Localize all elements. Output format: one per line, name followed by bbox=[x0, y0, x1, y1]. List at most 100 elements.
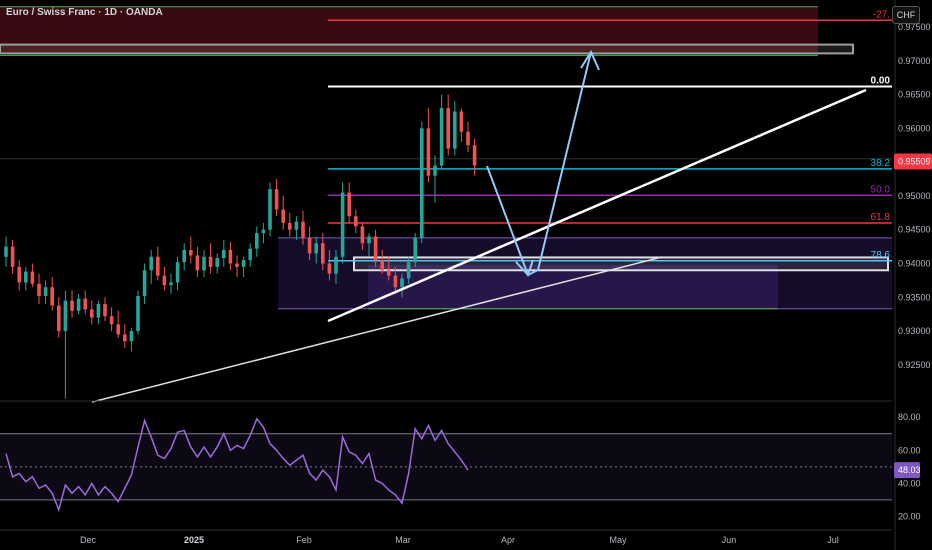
candle-body bbox=[17, 266, 21, 283]
candle-body bbox=[116, 324, 120, 335]
candle-body bbox=[182, 250, 186, 263]
candle-body bbox=[360, 226, 365, 244]
time-tick-label: Dec bbox=[80, 535, 97, 545]
fib-levels-layer: -27. 0.00 38.2 50.0 61.8 78.6 bbox=[0, 9, 892, 262]
currency-button[interactable]: CHF bbox=[892, 6, 920, 24]
candle-body bbox=[195, 255, 200, 271]
candle-body bbox=[37, 283, 41, 296]
candles-layer bbox=[4, 94, 477, 399]
price-tick-label: 0.93000 bbox=[898, 326, 931, 336]
candle-body bbox=[208, 256, 213, 267]
candle-body bbox=[255, 233, 259, 249]
candle-body bbox=[314, 243, 318, 254]
projection-arrow-head-up bbox=[580, 49, 600, 71]
rsi-line bbox=[5, 417, 469, 513]
candle-body bbox=[241, 260, 246, 267]
candle-body bbox=[373, 236, 378, 261]
candle-body bbox=[4, 246, 8, 257]
time-tick-label: Mar bbox=[395, 535, 411, 545]
candle-body bbox=[109, 316, 114, 325]
symbol-title: Euro / Swiss Franc · 1D · OANDA bbox=[6, 7, 163, 18]
candle-body bbox=[288, 222, 292, 230]
candle-body bbox=[340, 192, 345, 257]
fib-level-label: 78.6 bbox=[871, 250, 891, 261]
candle-body bbox=[420, 128, 424, 238]
candle-body bbox=[459, 111, 464, 132]
candle-body bbox=[268, 189, 272, 230]
zones-layer bbox=[0, 6, 892, 310]
candle-body bbox=[235, 263, 239, 267]
price-tick-label: 0.96000 bbox=[898, 123, 931, 133]
time-tick-label: May bbox=[609, 535, 627, 545]
candle-body bbox=[354, 216, 358, 227]
candle-body bbox=[439, 108, 444, 166]
candle-body bbox=[156, 256, 160, 276]
drawings-layer bbox=[91, 49, 867, 403]
fib-level-label: 38.2 bbox=[871, 158, 891, 169]
candle-body bbox=[63, 300, 68, 332]
candle-body bbox=[248, 248, 252, 261]
candle-body bbox=[426, 128, 431, 176]
candle-body bbox=[103, 304, 107, 317]
candle-body bbox=[347, 192, 351, 217]
price-tick-label: 0.97500 bbox=[898, 22, 931, 32]
candle-body bbox=[189, 250, 193, 256]
time-tick-label: Jul bbox=[827, 535, 839, 545]
candle-body bbox=[24, 271, 28, 283]
candle-body bbox=[129, 331, 134, 342]
time-tick-label: Jun bbox=[722, 535, 737, 545]
candle-body bbox=[433, 165, 437, 176]
candle-body bbox=[387, 270, 391, 276]
candle-body bbox=[281, 209, 285, 223]
candle-body bbox=[43, 287, 48, 296]
candle-body bbox=[50, 287, 54, 306]
candle-body bbox=[123, 334, 127, 342]
price-tick-label: 0.92500 bbox=[898, 360, 931, 370]
price-tick-label: 0.93500 bbox=[898, 292, 931, 302]
candle-body bbox=[76, 298, 81, 311]
projection-arrow-path bbox=[486, 51, 592, 277]
rsi-tick-label: 40.00 bbox=[898, 478, 921, 488]
last-price-label: 0.95509 bbox=[898, 157, 931, 167]
candle-body bbox=[175, 262, 180, 283]
candle-body bbox=[169, 282, 173, 286]
rsi-value-label: 48.03 bbox=[898, 465, 921, 475]
time-tick-label: Apr bbox=[501, 535, 515, 545]
candle-body bbox=[228, 250, 233, 264]
candle-body bbox=[70, 300, 74, 311]
candle-body bbox=[400, 278, 404, 288]
price-tick-label: 0.96500 bbox=[898, 90, 931, 100]
candle-body bbox=[294, 221, 299, 230]
candle-body bbox=[215, 258, 219, 267]
candle-body bbox=[466, 131, 470, 146]
candle-body bbox=[83, 298, 87, 310]
rsi-tick-label: 20.00 bbox=[898, 511, 921, 521]
candle-body bbox=[136, 295, 140, 332]
price-tick-label: 0.95000 bbox=[898, 191, 931, 201]
projection-arrow-head-down bbox=[515, 259, 534, 277]
demand-zone-inner bbox=[368, 264, 778, 309]
candle-body bbox=[321, 243, 325, 264]
candle-body bbox=[327, 263, 332, 274]
rising-trendline bbox=[91, 256, 663, 403]
candle-body bbox=[30, 271, 35, 284]
candle-body bbox=[222, 250, 226, 259]
price-tick-label: 0.94500 bbox=[898, 225, 931, 235]
candle-body bbox=[393, 275, 398, 288]
entry-box bbox=[353, 256, 889, 272]
price-tick-label: 0.97000 bbox=[898, 56, 931, 66]
demand-zone bbox=[278, 237, 892, 309]
candle-body bbox=[453, 111, 457, 149]
rsi-tick-label: 60.00 bbox=[898, 445, 921, 455]
candle-body bbox=[90, 309, 94, 318]
candle-body bbox=[202, 256, 206, 271]
candle-body bbox=[380, 260, 384, 271]
fib-trendline bbox=[327, 88, 867, 323]
candle-body bbox=[406, 262, 411, 279]
candle-body bbox=[142, 270, 147, 296]
candle-body bbox=[274, 189, 279, 210]
time-tick-label: 2025 bbox=[184, 535, 204, 545]
price-tick-label: 0.94000 bbox=[898, 259, 931, 269]
